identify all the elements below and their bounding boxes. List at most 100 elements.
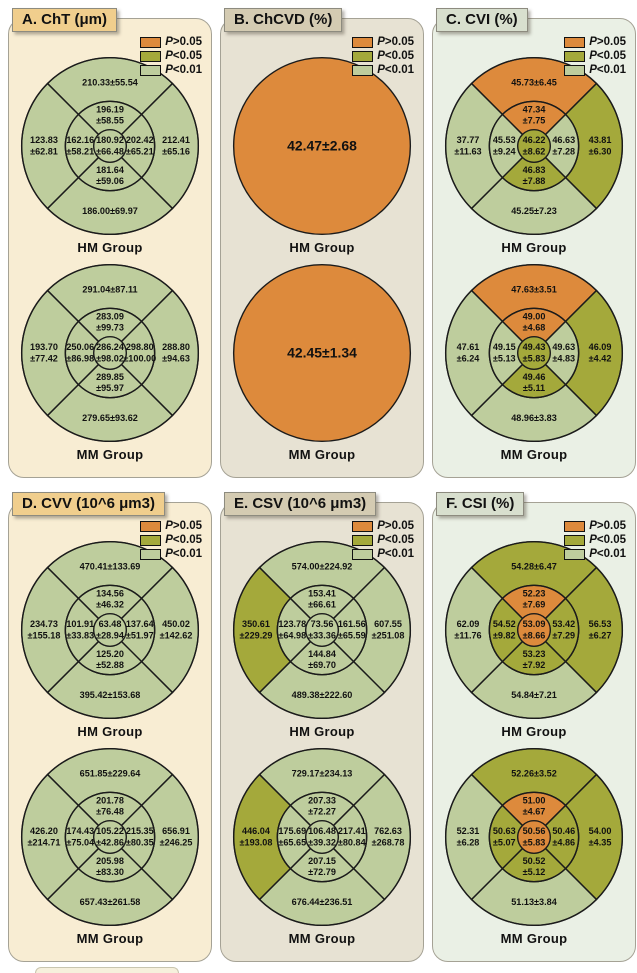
etdrs-sector-map: 470.41±133.69 395.42±153.68 234.73±155.18 4… (20, 540, 200, 720)
sector-value: 607.55 (374, 619, 402, 629)
sector-value: 193.70 (30, 342, 58, 352)
legend-label: P<0.01 (165, 548, 202, 560)
sector-value: 42.47±2.68 (287, 138, 357, 154)
significance-legend: P>0.05 P<0.05 P<0.01 (564, 520, 626, 561)
sector-value: 51.13±3.84 (511, 897, 557, 907)
sector-value: 49.63 (552, 342, 575, 352)
sector-value: 217.41 (338, 826, 366, 836)
sector-value: ±39.32 (308, 837, 336, 847)
sector-value: 51.00 (523, 796, 546, 806)
etdrs-sector-map: 52.26±3.52 51.13±3.84 52.31±6.28 54.00±4.35… (444, 747, 624, 927)
sector-value: ±65.59 (338, 630, 366, 640)
sector-value: ±8.62 (523, 146, 546, 156)
etdrs-sector-map: 54.28±6.47 54.84±7.21 62.09±11.76 56.53±6.2… (444, 540, 624, 720)
legend-label: P<0.05 (377, 50, 414, 62)
sector-value: 279.65±93.62 (82, 413, 138, 423)
legend-row: P<0.01 (564, 548, 626, 561)
sector-value: ±7.28 (552, 146, 575, 156)
legend-color-swatch (352, 65, 374, 76)
diagram-block-mm: 651.85±229.64 657.43±261.58 426.20 ±214.71 6… (9, 744, 211, 951)
etdrs-sector-map: 45.73±6.45 45.25±7.23 37.77±11.63 43.81±6.3… (444, 56, 624, 236)
legend-label: P>0.05 (589, 36, 626, 48)
sector-value: ±64.98 (278, 630, 306, 640)
sector-value: ±5.13 (493, 353, 516, 363)
significance-legend: P>0.05 P<0.05 P<0.01 (352, 36, 414, 77)
sector-value: 283.09 (96, 312, 124, 322)
sector-value: ±4.83 (552, 353, 575, 363)
sector-value: ±72.79 (308, 867, 336, 877)
sector-value: 250.06 (66, 342, 94, 352)
legend-row: P<0.01 (140, 548, 202, 561)
sector-value: 52.23 (523, 589, 546, 599)
significance-legend: P>0.05 P<0.05 P<0.01 (140, 520, 202, 561)
sector-value: ±4.68 (523, 323, 546, 333)
sector-value: 54.52 (493, 619, 516, 629)
legend-row: P>0.05 (564, 520, 626, 533)
sector-value: 234.73 (30, 619, 58, 629)
group-label: HM Group (501, 240, 567, 255)
legend-label: P>0.05 (165, 520, 202, 532)
sector-value: ±155.18 (28, 630, 61, 640)
sector-value: 37.77 (457, 135, 480, 145)
sector-value: 101.91 (66, 619, 94, 629)
sector-value: 162.16 (66, 135, 94, 145)
sector-value: 47.34 (523, 105, 547, 115)
legend-label: P<0.01 (377, 64, 414, 76)
legend-label: P>0.05 (165, 36, 202, 48)
sector-value: ±75.04 (66, 837, 95, 847)
panel-cell-c: C. CVI (%) P>0.05 P<0.05 P<0.01 45.73±6.45 45… (432, 8, 636, 478)
legend-color-swatch (352, 521, 374, 532)
sector-value: 676.44±236.51 (292, 897, 353, 907)
etdrs-sector-map: 291.04±87.11 279.65±93.62 193.70±77.42 288.… (20, 263, 200, 443)
sector-value: ±142.62 (160, 630, 193, 640)
legend-label: P<0.01 (377, 548, 414, 560)
legend-label: P<0.01 (165, 64, 202, 76)
diagram-block-mm: 52.26±3.52 51.13±3.84 52.31 ±6.28 54.00 ±4.35… (433, 744, 635, 951)
diagram-block-hm: 574.00±224.92 489.38±222.60 350.61 ±229.29 6… (221, 537, 423, 744)
legend-color-swatch (564, 65, 586, 76)
sector-value: 63.48 (99, 619, 122, 629)
sector-value: ±5.11 (523, 383, 545, 393)
sector-value: 49.46 (523, 372, 546, 382)
sector-value: 46.83 (523, 165, 546, 175)
group-label: MM Group (288, 931, 356, 946)
legend-row: P<0.05 (564, 534, 626, 547)
diagram-block-hm: 54.28±6.47 54.84±7.21 62.09 ±11.76 56.53 ±6.2… (433, 537, 635, 744)
sector-value: ±4.67 (523, 807, 546, 817)
sector-value: ±66.61 (308, 600, 336, 610)
panel-title: F. CSI (%) (436, 492, 525, 516)
group-label: HM Group (289, 724, 355, 739)
sector-value: ±7.69 (523, 600, 546, 610)
sector-value: ±4.86 (552, 837, 575, 847)
sector-value: 49.00 (523, 312, 546, 322)
sector-value: ±52.88 (96, 660, 124, 670)
sector-value: 53.23 (523, 649, 546, 659)
sector-value: 52.31 (457, 826, 480, 836)
sector-value: 291.04±87.11 (82, 285, 137, 295)
sector-value: 50.56 (523, 826, 546, 836)
sector-value: ±95.97 (96, 383, 124, 393)
sector-value: 181.64 (96, 165, 125, 175)
legend-label: P<0.01 (589, 64, 626, 76)
sector-value: 207.33 (308, 796, 336, 806)
sector-value: 54.28±6.47 (511, 562, 557, 572)
sector-value: 288.80 (162, 342, 190, 352)
sector-value: 289.85 (96, 372, 124, 382)
sector-value: 50.46 (552, 826, 575, 836)
sector-value: 46.22 (523, 135, 546, 145)
diagram-block-mm: 42.45±1.34 MM Group (221, 260, 423, 467)
sector-value: 196.19 (96, 105, 124, 115)
sector-value: ±214.71 (28, 837, 61, 847)
panel-cell-e: E. CSV (10^6 μm3) P>0.05 P<0.05 P<0.01 574.0… (220, 492, 424, 962)
sector-value: ±72.27 (308, 807, 336, 817)
sector-value: 49.43 (523, 342, 546, 352)
sector-value: ±4.35 (589, 837, 612, 847)
legend-color-swatch (564, 51, 586, 62)
significance-legend: P>0.05 P<0.05 P<0.01 (140, 36, 202, 77)
etdrs-sector-map: 574.00±224.92 489.38±222.60 350.61±229.29 6… (232, 540, 412, 720)
sector-value: ±99.73 (96, 323, 124, 333)
sector-value: 47.63±3.51 (511, 285, 557, 295)
sector-value: ±193.08 (240, 837, 273, 847)
sector-value: ±59.06 (96, 176, 124, 186)
sector-value: ±62.81 (30, 146, 58, 156)
